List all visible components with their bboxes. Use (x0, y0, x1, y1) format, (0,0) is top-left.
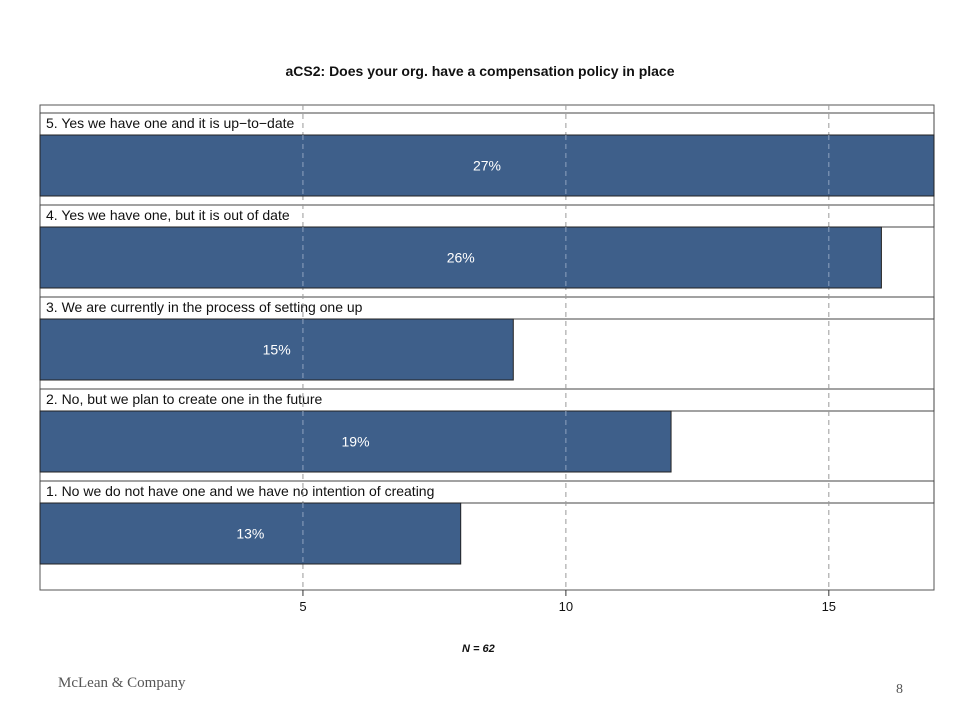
x-tick-label: 5 (299, 599, 306, 614)
x-tick-label: 10 (559, 599, 573, 614)
chart-title: aCS2: Does your org. have a compensation… (285, 63, 675, 79)
sample-size-note: N = 62 (462, 643, 495, 655)
bar (39, 318, 514, 381)
x-tick-label: 15 (822, 599, 836, 614)
category-strip (39, 480, 935, 504)
bar (39, 502, 462, 565)
data-label: 26% (447, 250, 475, 266)
data-label: 19% (342, 434, 370, 450)
category-label: 4. Yes we have one, but it is out of dat… (46, 207, 290, 223)
page-number: 8 (896, 682, 903, 697)
footer-company-name: McLean & Company (58, 675, 186, 691)
category-label: 5. Yes we have one and it is up−to−date (46, 115, 295, 131)
category-label: 3. We are currently in the process of se… (46, 299, 363, 315)
category-label: 1. No we do not have one and we have no … (46, 483, 434, 499)
data-label: 13% (236, 526, 264, 542)
bar (39, 134, 935, 197)
data-label: 15% (263, 342, 291, 358)
category-label: 2. No, but we plan to create one in the … (46, 391, 323, 407)
bar (39, 226, 882, 289)
data-label: 27% (473, 158, 501, 174)
